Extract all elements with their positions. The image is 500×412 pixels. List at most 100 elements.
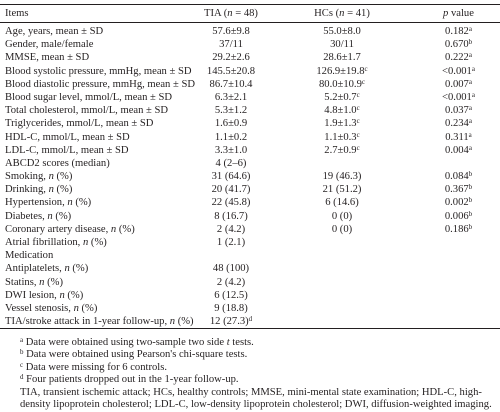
hcs-value: 30/11 xyxy=(330,39,354,51)
footnote-ref: c xyxy=(356,143,360,152)
tia-cell: 6 (12.5) xyxy=(195,289,267,302)
hcs-cell xyxy=(267,157,417,170)
tia-value: 31 (64.6) xyxy=(211,171,251,183)
hcs-cell: 126.9±19.8c xyxy=(267,65,417,78)
hcs-value: 4.8±1.0 xyxy=(324,105,357,117)
hcs-value: 28.6±1.7 xyxy=(323,52,361,64)
p-cell: 0.234a xyxy=(417,117,500,130)
hcs-cell: 28.6±1.7 xyxy=(267,51,417,64)
hcs-value: 0 (0) xyxy=(331,210,353,222)
table-row: Antiplatelets, n (%) 48 (100) xyxy=(0,262,500,275)
table-row: Blood sugar level, mmol/L, mean ± SD 6.3±… xyxy=(0,91,500,104)
tia-value: 48 (100) xyxy=(212,263,250,275)
item-cell: Medication xyxy=(5,250,54,262)
footnote-ref: a xyxy=(468,77,472,86)
tia-value: 20 (41.7) xyxy=(211,184,251,196)
hcs-value: 2.7±0.9 xyxy=(324,144,357,156)
hcs-value: 19 (46.3) xyxy=(322,171,362,183)
p-value: 0.002 xyxy=(444,197,469,209)
hcs-cell xyxy=(267,262,417,275)
item-cell: Atrial fibrillation, n (%) xyxy=(5,237,107,248)
abbreviations: TIA, transient ischemic attack; HCs, hea… xyxy=(20,386,492,411)
hcs-value: 80.0±10.9 xyxy=(318,78,362,90)
table-row: TIA/stroke attack in 1-year follow-up, n… xyxy=(0,315,500,328)
table-row: ABCD2 scores (median) 4 (2–6) xyxy=(0,157,500,170)
footnote-ref: b xyxy=(468,209,473,218)
hcs-cell xyxy=(267,276,417,289)
footnote-ref: a xyxy=(468,51,472,60)
table-row: Gender, male/female 37/11 30/11 0.670b xyxy=(0,38,500,51)
tia-cell: 48 (100) xyxy=(195,262,267,275)
hcs-cell xyxy=(267,289,417,302)
footnote: d Four patients dropped out in the 1-yea… xyxy=(5,374,497,386)
table-row: Atrial fibrillation, n (%) 1 (2.1) xyxy=(0,236,500,249)
tia-cell: 1.6±0.9 xyxy=(195,117,267,130)
item-cell: LDL-C, mmol/L, mean ± SD xyxy=(5,144,129,156)
tia-cell: 57.6±9.8 xyxy=(195,25,267,38)
p-cell xyxy=(417,289,500,302)
tia-value: 22 (45.8) xyxy=(211,197,251,209)
table-row: Blood diastolic pressure, mmHg, mean ± S… xyxy=(0,78,500,91)
tia-value: 145.5±20.8 xyxy=(206,65,256,77)
p-cell: 0.037a xyxy=(417,104,500,117)
tia-value: 9 (18.8) xyxy=(214,302,248,314)
hcs-cell: 1.9±1.3c xyxy=(267,117,417,130)
tia-value: 2 (4.2) xyxy=(216,276,246,288)
tia-cell xyxy=(195,249,267,262)
hcs-cell: 6 (14.6) xyxy=(267,196,417,209)
hcs-value: 21 (51.2) xyxy=(322,184,362,196)
p-cell: 0.182a xyxy=(417,25,500,38)
item-cell: MMSE, mean ± SD xyxy=(5,52,90,64)
item-cell: Blood systolic pressure, mmHg, mean ± SD xyxy=(5,65,192,77)
footnote-text: Data were obtained using two-sample two … xyxy=(25,337,254,348)
footnote-ref: b xyxy=(468,196,473,205)
hcs-cell xyxy=(267,315,417,328)
p-cell: 0.670b xyxy=(417,38,500,51)
p-value: 0.186 xyxy=(444,223,469,235)
footnote-ref: a xyxy=(468,25,472,33)
p-cell: 0.006b xyxy=(417,210,500,223)
item-cell: Statins, n (%) xyxy=(5,276,63,288)
item-cell: Diabetes, n (%) xyxy=(5,210,72,222)
hcs-value: 1.9±1.3 xyxy=(324,118,357,130)
tia-cell: 29.2±2.6 xyxy=(195,51,267,64)
hcs-cell: 80.0±10.9c xyxy=(267,78,417,91)
table-row: MMSE, mean ± SD 29.2±2.6 28.6±1.7 0.222a xyxy=(0,51,500,64)
p-value: 0.007 xyxy=(445,78,469,90)
tia-value: 57.6±9.8 xyxy=(212,26,250,37)
hcs-cell xyxy=(267,302,417,315)
tia-cell: 2 (4.2) xyxy=(195,223,267,236)
footnote-mark: a xyxy=(20,336,24,344)
footnote-ref: a xyxy=(468,104,472,113)
tia-value: 4 (2–6) xyxy=(215,157,247,169)
table-row: Triglycerides, mmol/L, mean ± SD 1.6±0.9 1… xyxy=(0,117,500,130)
footnote-ref: d xyxy=(248,315,253,324)
tia-cell: 9 (18.8) xyxy=(195,302,267,315)
tia-cell: 12 (27.3)d xyxy=(195,315,267,328)
p-cell xyxy=(417,276,500,289)
footnote-ref: b xyxy=(468,222,473,231)
table: Items TIA (n = 48) HCs (n = 41) p value … xyxy=(0,4,500,330)
footnote-ref: c xyxy=(356,90,360,99)
hcs-value: 5.2±0.7 xyxy=(324,91,357,103)
item-cell: Triglycerides, mmol/L, mean ± SD xyxy=(5,118,154,130)
p-cell: 0.002b xyxy=(417,196,500,209)
tia-cell: 4 (2–6) xyxy=(195,157,267,170)
item-cell: Total cholesterol, mmol/L, mean ± SD xyxy=(5,105,169,117)
p-cell: 0.084b xyxy=(417,170,500,183)
tia-value: 1.6±0.9 xyxy=(214,118,248,130)
item-cell: Blood diastolic pressure, mmHg, mean ± S… xyxy=(5,78,196,90)
item-cell: DWI lesion, n (%) xyxy=(5,289,84,301)
footnote: c Data were missing for 6 controls. xyxy=(5,361,497,374)
footnote-text: Data were obtained using Pearson's chi-s… xyxy=(26,349,248,361)
tia-value: 6 (12.5) xyxy=(214,289,248,301)
p-cell: 0.367b xyxy=(417,183,500,196)
footnotes: a Data were obtained using two-sample tw… xyxy=(5,337,497,411)
tia-value: 2 (4.2) xyxy=(216,223,246,235)
tia-cell: 5.3±1.2 xyxy=(195,104,267,117)
tia-cell: 6.3±2.1 xyxy=(195,91,267,104)
footnote-ref: a xyxy=(468,130,472,139)
item-cell: Drinking, n (%) xyxy=(5,184,73,196)
tia-cell: 3.3±1.0 xyxy=(195,144,267,157)
hcs-cell xyxy=(267,249,417,262)
